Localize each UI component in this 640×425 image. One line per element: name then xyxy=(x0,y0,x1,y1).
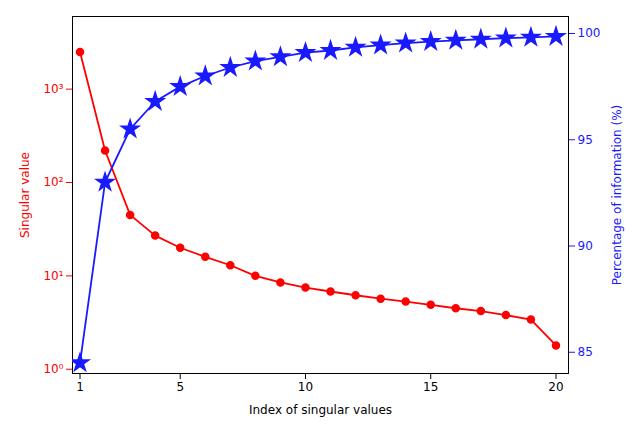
svg-text:90: 90 xyxy=(578,239,593,253)
svg-text:95: 95 xyxy=(578,133,593,147)
svg-text:100: 100 xyxy=(578,26,601,40)
svg-text:10: 10 xyxy=(298,380,313,394)
svg-text:1: 1 xyxy=(76,380,84,394)
svg-text:15: 15 xyxy=(423,380,438,394)
svg-text:Singular value: Singular value xyxy=(18,152,32,238)
svg-text:Percentage of information (%): Percentage of information (%) xyxy=(610,105,624,286)
svg-text:10²: 10² xyxy=(43,175,63,189)
svg-text:5: 5 xyxy=(176,380,184,394)
svg-text:10³: 10³ xyxy=(43,82,63,96)
svg-text:85: 85 xyxy=(578,345,593,359)
svg-text:Index of singular values: Index of singular values xyxy=(249,403,392,417)
svg-text:10¹: 10¹ xyxy=(43,269,63,283)
svg-text:20: 20 xyxy=(548,380,563,394)
svg-text:10⁰: 10⁰ xyxy=(43,362,63,376)
